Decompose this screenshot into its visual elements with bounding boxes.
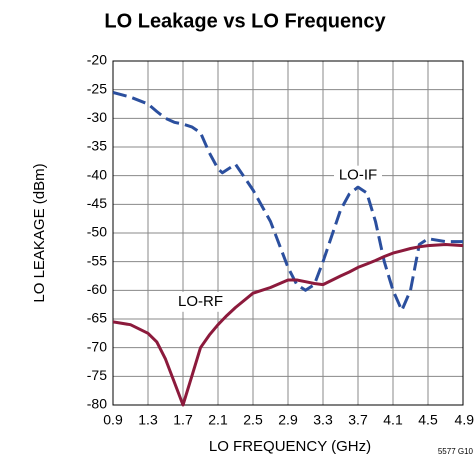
- annotation: LO-RF: [178, 293, 223, 310]
- x-tick-label: 4.1: [383, 412, 403, 428]
- x-tick-label: 0.9: [103, 412, 123, 428]
- x-tick-label: 1.7: [173, 412, 193, 428]
- series-line: [113, 243, 463, 407]
- annotation-bg: [176, 291, 225, 312]
- y-tick-label: -40: [87, 166, 107, 182]
- y-tick-label: -75: [87, 367, 107, 383]
- y-tick-label: -65: [87, 310, 107, 326]
- annotation-bg: [334, 165, 382, 186]
- x-tick-label: 3.3: [313, 412, 333, 428]
- y-tick-label: -20: [87, 52, 107, 68]
- x-tick-label: 2.1: [208, 412, 228, 428]
- y-tick-label: -80: [87, 396, 107, 412]
- y-axis-label: LO LEAKAGE (dBm): [31, 163, 48, 302]
- x-tick-label: 4.5: [418, 412, 438, 428]
- chart-title: LO Leakage vs LO Frequency: [104, 10, 386, 32]
- y-tick-label: -30: [87, 109, 107, 125]
- y-tick-label: -60: [87, 281, 107, 297]
- y-tick-label: -50: [87, 224, 107, 240]
- annotation: LO-IF: [339, 167, 377, 184]
- x-tick-label: 2.5: [243, 412, 263, 428]
- series-line: [113, 91, 463, 312]
- x-axis-label: LO FREQUENCY (GHz): [209, 438, 371, 455]
- y-tick-label: -70: [87, 338, 107, 354]
- x-tick-label: 2.9: [278, 412, 298, 428]
- y-tick-label: -35: [87, 138, 107, 154]
- x-tick-label: 1.3: [138, 412, 158, 428]
- figure-note: 5577 G10: [438, 447, 474, 456]
- plot-frame: [112, 60, 464, 406]
- y-tick-label: -45: [87, 195, 107, 211]
- y-tick-label: -55: [87, 252, 107, 268]
- x-tick-label: 4.9: [455, 412, 475, 428]
- y-tick-label: -25: [87, 80, 107, 96]
- x-tick-label: 3.7: [348, 412, 368, 428]
